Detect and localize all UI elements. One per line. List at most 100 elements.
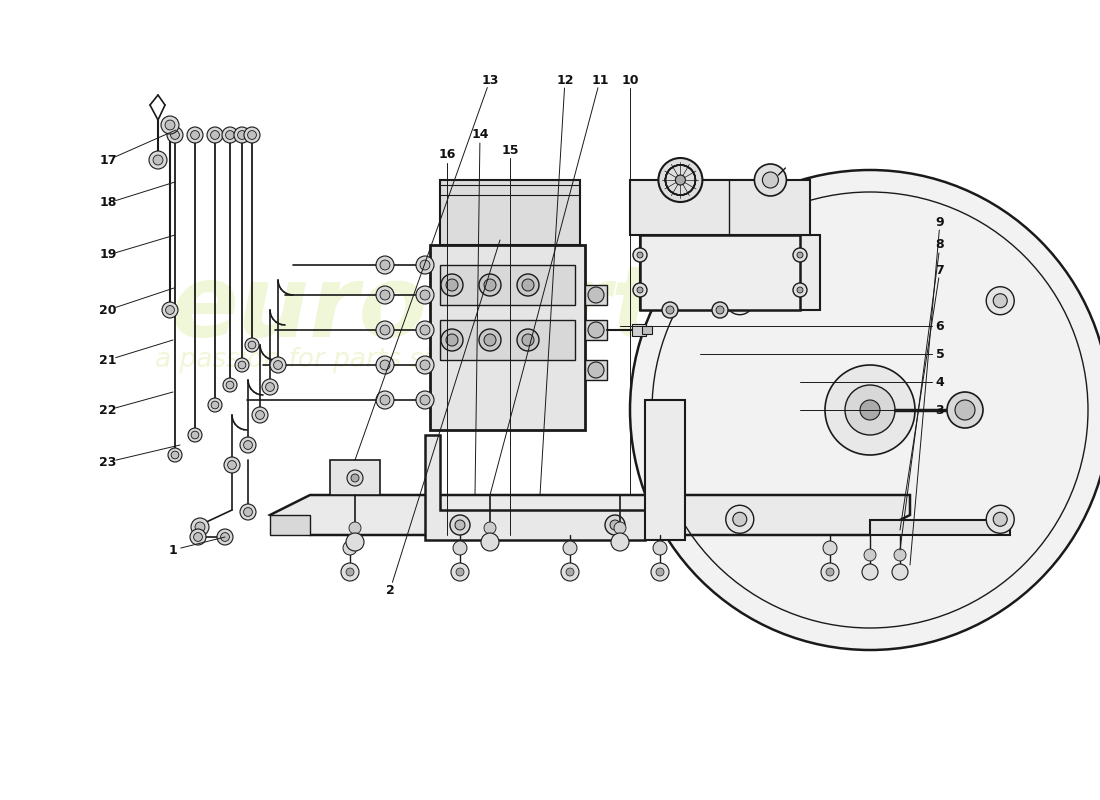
- Circle shape: [712, 302, 728, 318]
- Circle shape: [153, 155, 163, 165]
- Circle shape: [217, 529, 233, 545]
- Circle shape: [244, 127, 260, 143]
- Circle shape: [726, 286, 754, 314]
- Circle shape: [825, 365, 915, 455]
- Circle shape: [894, 549, 906, 561]
- Circle shape: [243, 441, 252, 450]
- Bar: [585, 285, 607, 305]
- Circle shape: [993, 512, 1008, 526]
- Circle shape: [651, 563, 669, 581]
- Circle shape: [376, 391, 394, 409]
- Circle shape: [227, 381, 234, 389]
- Circle shape: [481, 533, 499, 551]
- Circle shape: [416, 256, 434, 274]
- Circle shape: [653, 541, 667, 555]
- Circle shape: [346, 470, 363, 486]
- Circle shape: [416, 286, 434, 304]
- Text: 17: 17: [99, 154, 117, 166]
- Text: 15: 15: [502, 143, 519, 157]
- Circle shape: [610, 533, 629, 551]
- Circle shape: [588, 362, 604, 378]
- Circle shape: [211, 401, 219, 409]
- Circle shape: [208, 398, 222, 412]
- Circle shape: [346, 533, 364, 551]
- Circle shape: [416, 356, 434, 374]
- Circle shape: [376, 256, 394, 274]
- Polygon shape: [270, 495, 910, 535]
- Circle shape: [755, 164, 786, 196]
- Circle shape: [166, 306, 175, 314]
- Circle shape: [632, 283, 647, 297]
- Circle shape: [346, 568, 354, 576]
- Circle shape: [381, 260, 389, 270]
- Circle shape: [450, 515, 470, 535]
- Circle shape: [826, 568, 834, 576]
- Circle shape: [168, 448, 182, 462]
- Circle shape: [484, 522, 496, 534]
- Text: 16: 16: [438, 149, 455, 162]
- Circle shape: [793, 283, 807, 297]
- Circle shape: [161, 116, 179, 134]
- Circle shape: [446, 334, 458, 346]
- Polygon shape: [640, 180, 820, 310]
- Circle shape: [659, 158, 703, 202]
- Circle shape: [993, 294, 1008, 308]
- Circle shape: [656, 568, 664, 576]
- Circle shape: [451, 563, 469, 581]
- Polygon shape: [430, 245, 585, 430]
- Circle shape: [167, 127, 183, 143]
- Circle shape: [420, 290, 430, 300]
- Circle shape: [566, 568, 574, 576]
- Circle shape: [381, 360, 389, 370]
- Circle shape: [630, 170, 1100, 650]
- Polygon shape: [645, 400, 685, 540]
- Circle shape: [456, 568, 464, 576]
- Circle shape: [614, 522, 626, 534]
- Text: 1: 1: [168, 543, 177, 557]
- Circle shape: [860, 400, 880, 420]
- Circle shape: [517, 329, 539, 351]
- Circle shape: [637, 287, 644, 293]
- Circle shape: [234, 127, 250, 143]
- Bar: [642, 326, 652, 334]
- Circle shape: [248, 130, 256, 139]
- Circle shape: [162, 302, 178, 318]
- Circle shape: [270, 357, 286, 373]
- Circle shape: [226, 130, 234, 139]
- Circle shape: [798, 252, 803, 258]
- Text: euroParts: euroParts: [170, 262, 718, 358]
- Circle shape: [245, 338, 258, 352]
- Circle shape: [223, 378, 236, 392]
- Circle shape: [441, 329, 463, 351]
- Polygon shape: [330, 460, 380, 495]
- Circle shape: [821, 563, 839, 581]
- Circle shape: [376, 321, 394, 339]
- Circle shape: [194, 533, 202, 542]
- Circle shape: [381, 290, 389, 300]
- Circle shape: [588, 322, 604, 338]
- Circle shape: [195, 522, 205, 532]
- Circle shape: [517, 274, 539, 296]
- Circle shape: [864, 549, 876, 561]
- Circle shape: [222, 127, 238, 143]
- Circle shape: [798, 287, 803, 293]
- Circle shape: [478, 274, 500, 296]
- Circle shape: [190, 529, 206, 545]
- Text: 3: 3: [936, 403, 944, 417]
- Circle shape: [376, 356, 394, 374]
- Text: a passion for parts since 1995: a passion for parts since 1995: [155, 347, 553, 373]
- Circle shape: [221, 533, 230, 542]
- Circle shape: [666, 306, 674, 314]
- Circle shape: [862, 564, 878, 580]
- Circle shape: [240, 437, 256, 453]
- Circle shape: [561, 563, 579, 581]
- Circle shape: [349, 522, 361, 534]
- Circle shape: [446, 279, 458, 291]
- Circle shape: [351, 474, 359, 482]
- Circle shape: [563, 541, 578, 555]
- Circle shape: [274, 361, 283, 370]
- Circle shape: [420, 325, 430, 335]
- Text: 4: 4: [936, 375, 945, 389]
- Text: 7: 7: [936, 263, 945, 277]
- Circle shape: [235, 358, 249, 372]
